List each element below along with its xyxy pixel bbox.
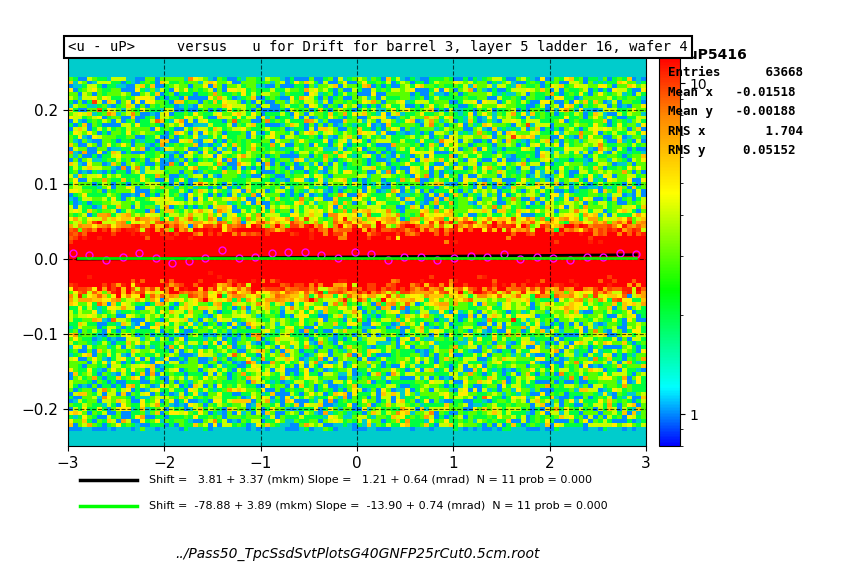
Text: ../Pass50_TpcSsdSvtPlotsG40GNFP25rCut0.5cm.root: ../Pass50_TpcSsdSvtPlotsG40GNFP25rCut0.5… [175,546,539,561]
Text: Mean y   -0.00188: Mean y -0.00188 [668,105,796,118]
Text: RMS y     0.05152: RMS y 0.05152 [668,144,796,157]
Text: duuP5416: duuP5416 [668,48,746,62]
Text: Shift =  -78.88 + 3.89 (mkm) Slope =  -13.90 + 0.74 (mrad)  N = 11 prob = 0.000: Shift = -78.88 + 3.89 (mkm) Slope = -13.… [149,501,608,511]
Text: Entries      63668: Entries 63668 [668,66,803,80]
Text: Shift =   3.81 + 3.37 (mkm) Slope =   1.21 + 0.64 (mrad)  N = 11 prob = 0.000: Shift = 3.81 + 3.37 (mkm) Slope = 1.21 +… [149,475,592,486]
Text: <u - uP>     versus   u for Drift for barrel 3, layer 5 ladder 16, wafer 4: <u - uP> versus u for Drift for barrel 3… [68,40,688,54]
Text: RMS x        1.704: RMS x 1.704 [668,125,803,138]
Text: Mean x   -0.01518: Mean x -0.01518 [668,86,796,99]
